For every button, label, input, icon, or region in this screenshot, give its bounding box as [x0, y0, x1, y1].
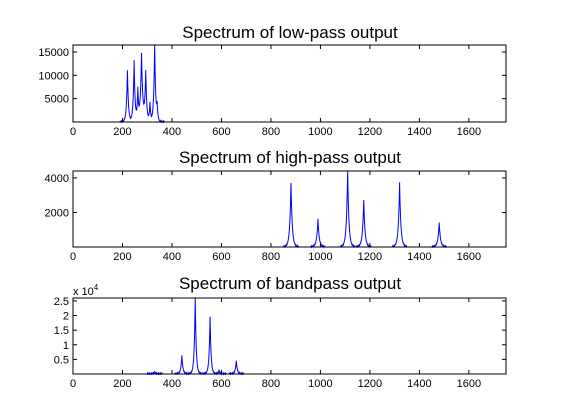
y-exponent-power: 4: [94, 283, 99, 292]
x-tick-label: 800: [262, 378, 280, 390]
x-tick-label: 600: [212, 126, 230, 138]
subplot-bandpass: Spectrum of bandpass output x 104 0 200 40…: [54, 274, 507, 390]
y-tick-label: 1: [63, 340, 69, 352]
x-tick-label: 600: [212, 251, 230, 263]
y-tick-label: 0.5: [54, 354, 69, 366]
x-tick-label: 1600: [457, 126, 481, 138]
x-tick-label: 1400: [407, 378, 431, 390]
y-tick-label: 10000: [38, 70, 69, 82]
y-tick-label: 2: [63, 311, 69, 323]
y-tick-label: 2000: [45, 207, 69, 219]
x-tick-label: 0: [70, 378, 76, 390]
x-tick-label: 1000: [308, 126, 332, 138]
x-tick-label: 1200: [358, 378, 382, 390]
x-tick-label: 1200: [358, 251, 382, 263]
x-tick-label: 200: [113, 251, 131, 263]
x-tick-label: 1600: [457, 378, 481, 390]
x-tick-label: 1600: [457, 251, 481, 263]
x-tick-label: 1000: [308, 251, 332, 263]
x-tick-label: 1000: [308, 378, 332, 390]
x-tick-label: 600: [212, 378, 230, 390]
y-tick-label: 2.5: [54, 296, 69, 308]
subplot-high-pass: Spectrum of high-pass output 0 200 400 600 8…: [45, 148, 507, 263]
y-exponent-label: x 104: [73, 283, 99, 298]
x-tick-label: 0: [70, 126, 76, 138]
y-tick-label: 15000: [38, 47, 69, 59]
x-tick-label: 1200: [358, 126, 382, 138]
x-tick-label: 800: [262, 251, 280, 263]
y-tick-label: 4000: [45, 173, 69, 185]
subplot-title: Spectrum of bandpass output: [179, 274, 401, 293]
axes-box: [72, 170, 507, 248]
x-tick-label: 200: [113, 378, 131, 390]
x-tick-label: 1400: [407, 251, 431, 263]
x-tick-label: 400: [163, 378, 181, 390]
x-tick-label: 200: [113, 126, 131, 138]
x-tick-label: 0: [70, 251, 76, 263]
x-tick-label: 400: [163, 126, 181, 138]
x-tick-label: 400: [163, 251, 181, 263]
y-tick-label: 1.5: [54, 325, 69, 337]
subplot-low-pass: Spectrum of low-pass output 0 200 400 600 80…: [38, 23, 507, 138]
y-tick-label: 5000: [45, 94, 69, 106]
y-exponent-base: x 10: [73, 286, 94, 298]
subplot-title: Spectrum of low-pass output: [182, 23, 398, 42]
axes-box: [72, 297, 507, 375]
subplot-title: Spectrum of high-pass output: [179, 148, 401, 167]
axes-box: [72, 44, 507, 123]
x-tick-label: 800: [262, 126, 280, 138]
x-tick-label: 1400: [407, 126, 431, 138]
